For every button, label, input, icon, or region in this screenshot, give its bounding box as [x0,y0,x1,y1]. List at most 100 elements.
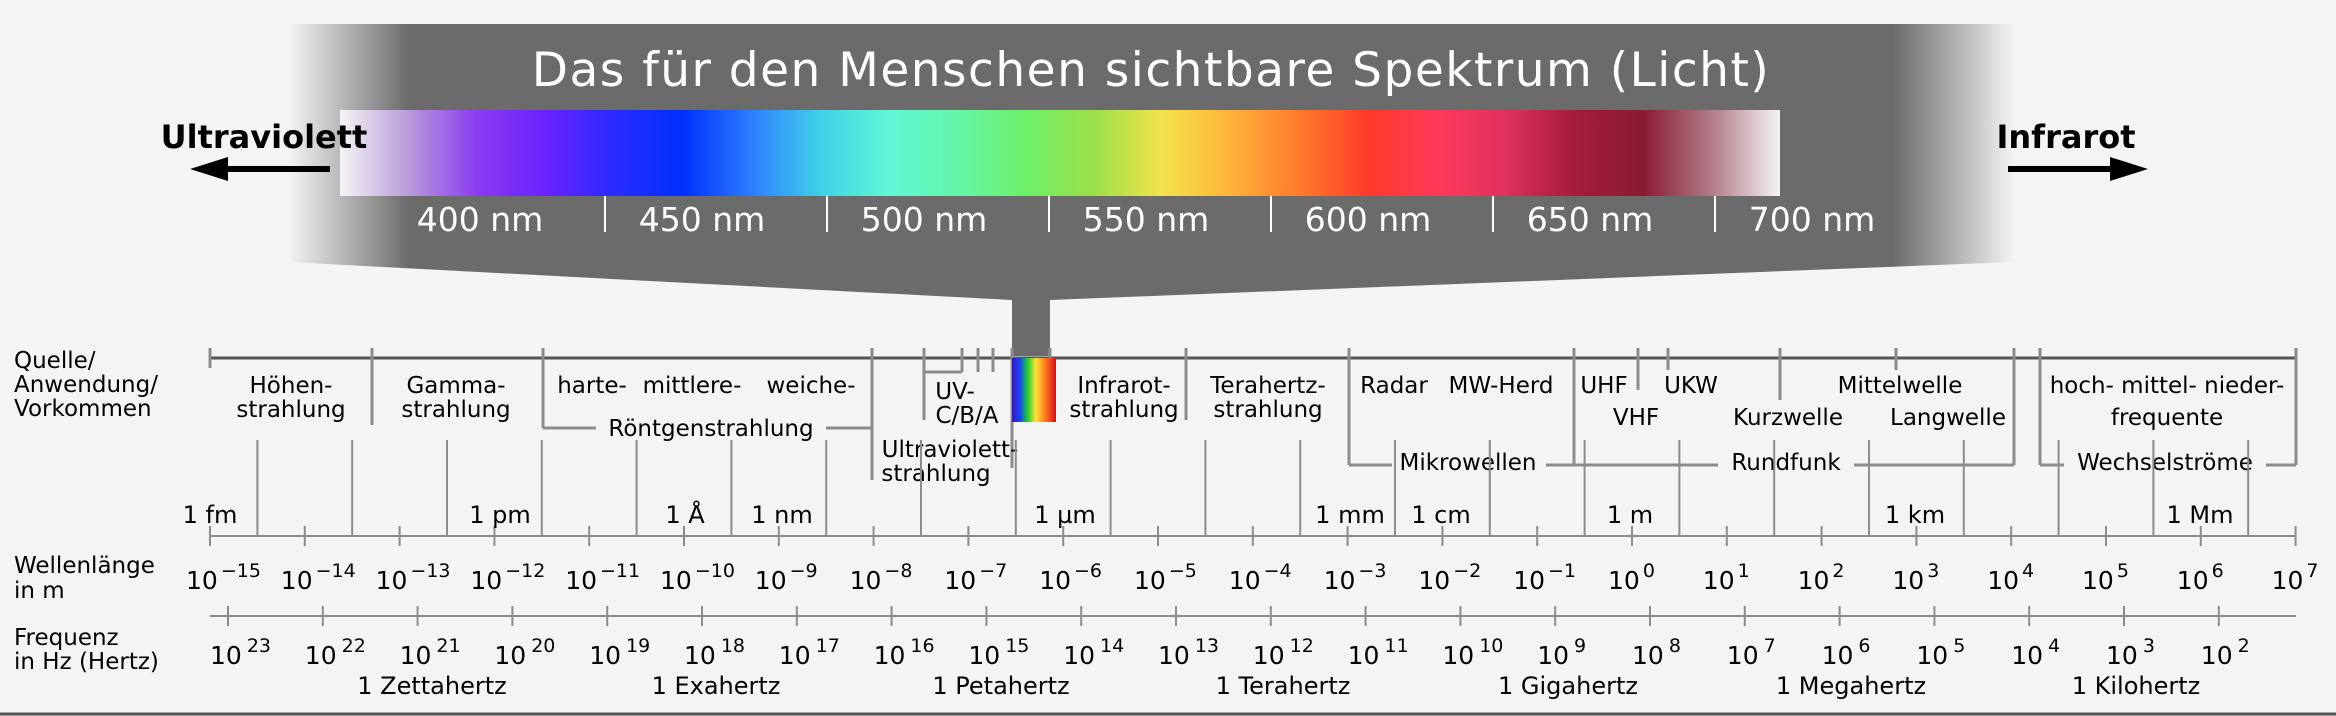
label-mw-herd: MW-Herd [1448,373,1553,399]
wavelength-tick-label: 10 −9 [755,560,818,595]
label-harte: harte- [557,373,627,399]
wavelength-label-line-2: in m [14,578,65,604]
wavelength-tick-label: 10 −13 [376,560,451,595]
frequency-unit-label: 1 Megahertz [1776,672,1926,700]
label-uv-cba-1: UV- [935,379,975,405]
wavelength-tick-label: 10 7 [2272,560,2319,595]
wavelength-unit-label: 1 Å [665,500,705,529]
wavelength-unit-label: 1 Mm [2167,501,2234,529]
label-mittlere: mittlere- [643,373,742,399]
frequency-unit-label: 1 Kilohertz [2072,672,2201,700]
wavelength-tick-label: 10 −6 [1039,560,1102,595]
wavelength-tick-label: 10 −1 [1513,560,1576,595]
wavelength-tick-label: 10 −7 [944,560,1007,595]
visible-light-rainbow [1012,358,1056,422]
nm-tick-label: 400 nm [417,200,544,239]
label-ultraviolettstrahlung-2: strahlung [881,461,990,487]
frequency-tick-label: 10 15 [968,635,1029,670]
frequency-tick-label: 10 11 [1348,635,1409,670]
wavelength-tick-label: 10 2 [1798,560,1845,595]
frequency-tick-label: 10 21 [400,635,461,670]
label-langwelle: Langwelle [1890,405,2006,431]
infrared-indicator: Infrarot [1996,118,2148,181]
wavelength-unit-labels: 1 fm 1 pm 1 Å 1 nm 1 µm 1 mm 1 cm 1 m 1 km 1 Mm [183,500,2234,529]
left-arrowhead-icon [190,157,228,181]
nm-tick-group: 400 nm 450 nm 500 nm 550 nm 600 nm 650 nm 700 … [417,196,1876,239]
header-title: Das für den Menschen sichtbare Spektrum … [532,43,1770,98]
wavelength-tick-label: 10 6 [2177,560,2224,595]
wavelength-unit-label: 1 µm [1034,501,1096,529]
source-label-line-2: Anwendung/ [14,372,158,398]
frequency-tick-label: 10 10 [1442,635,1503,670]
frequency-unit-labels: 1 Zettahertz 1 Exahertz 1 Petahertz 1 Terah… [357,672,2200,700]
label-wechselstroeme: Wechselströme [2077,450,2253,476]
label-gammastrahlung-2: strahlung [401,397,510,423]
nm-tick-label: 450 nm [639,200,766,239]
wavelength-tick-label: 10 3 [1892,560,1939,595]
wavelength-tick-label: 10 0 [1608,560,1655,595]
label-roentgenstrahlung: Röntgenstrahlung [608,416,813,442]
visible-spectrum-header: Das für den Menschen sichtbare Spektrum … [288,24,2014,356]
frequency-label-line-1: Frequenz [14,625,119,651]
label-ukw: UKW [1664,373,1718,399]
frequency-tick-label: 10 7 [1727,635,1776,670]
wavelength-tick-label: 10 −15 [186,560,261,595]
label-uhf: UHF [1580,373,1627,399]
infrared-label: Infrarot [1996,118,2135,156]
label-mittelwelle: Mittelwelle [1838,373,1963,399]
frequency-tick-label: 10 18 [684,635,745,670]
nm-tick-label: 650 nm [1527,200,1654,239]
frequency-tick-label: 10 19 [589,635,650,670]
frequency-tick-label: 10 22 [305,635,366,670]
wavelength-tick-label: 10 −11 [565,560,640,595]
label-gammastrahlung-1: Gamma- [406,373,505,399]
frequency-tick-label: 10 14 [1063,635,1124,670]
frequency-axis: 10 23 10 22 10 21 10 20 10 19 10 18 10 17 10 16 10 15 10 14… [210,606,2296,670]
wavelength-axis: 10 −15 10 −14 10 −13 10 −12 10 −11 10 −10 10 −9 10 −8 10… [186,440,2319,595]
wavelength-label-line-1: Wellenlänge [14,553,155,579]
frequency-unit-label: 1 Zettahertz [357,672,506,700]
nm-tick-label: 700 nm [1749,200,1876,239]
wavelength-unit-label: 1 fm [183,501,238,529]
frequency-unit-label: 1 Petahertz [932,672,1069,700]
frequency-tick-label: 10 13 [1158,635,1219,670]
label-mikrowellen: Mikrowellen [1399,450,1536,476]
wavelength-tick-label: 10 −3 [1324,560,1387,595]
ultraviolet-label: Ultraviolett [161,118,368,156]
wavelength-unit-label: 1 m [1607,501,1653,529]
frequency-tick-label: 10 16 [874,635,935,670]
visible-spectrum-bar [340,110,1780,196]
label-infrarotstrahlung-1: Infrarot- [1077,373,1170,399]
ultraviolet-indicator: Ultraviolett [161,118,368,181]
frequency-unit-label: 1 Exahertz [652,672,781,700]
wavelength-tick-label: 10 5 [2082,560,2129,595]
label-terahertzstrahlung-1: Terahertz- [1209,373,1325,399]
frequency-tick-label: 10 9 [1537,635,1586,670]
frequency-tick-label: 10 17 [779,635,840,670]
wavelength-tick-label: 10 −4 [1229,560,1292,595]
wavelength-unit-label: 1 km [1885,501,1945,529]
nm-tick-label: 500 nm [861,200,988,239]
wavelength-tick-label: 10 −2 [1418,560,1481,595]
frequency-tick-label: 10 23 [210,635,271,670]
nm-tick-label: 600 nm [1305,200,1432,239]
frequency-label-line-2: in Hz (Hertz) [14,649,159,675]
source-label-line-3: Vorkommen [14,396,152,422]
label-kurzwelle: Kurzwelle [1733,405,1843,431]
label-hoehenstrahlung-1: Höhen- [250,373,333,399]
frequency-tick-label: 10 2 [2201,635,2250,670]
label-vhf: VHF [1613,405,1659,431]
frequency-tick-label: 10 8 [1632,635,1681,670]
label-hoehenstrahlung-2: strahlung [236,397,345,423]
wavelength-tick-label: 10 −10 [660,560,735,595]
frequency-tick-label: 10 5 [1916,635,1965,670]
section-labels: Quelle/ Anwendung/ Vorkommen Wellenlänge… [14,348,159,675]
wavelength-tick-label: 10 4 [1987,560,2034,595]
nm-tick-label: 550 nm [1083,200,1210,239]
label-radar: Radar [1360,373,1428,399]
label-uv-cba-2: C/B/A [935,403,998,429]
frequency-tick-label: 10 3 [2106,635,2155,670]
label-rundfunk: Rundfunk [1731,450,1841,476]
frequency-tick-label: 10 20 [494,635,555,670]
